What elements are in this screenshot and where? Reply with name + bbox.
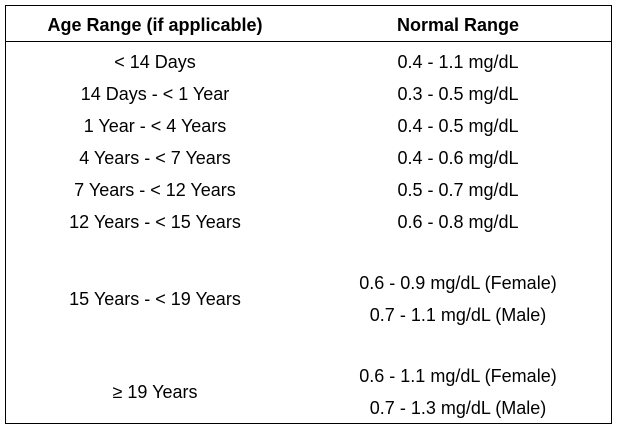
table-border — [5, 5, 612, 424]
range-cell: 0.7 - 1.3 mg/dL (Male) — [369, 398, 547, 418]
age-cell: 15 Years - < 19 Years — [69, 289, 241, 309]
age-cell: < 14 Days — [114, 52, 196, 72]
header-cell: Normal Range — [396, 15, 520, 35]
range-cell: 0.4 - 0.6 mg/dL — [397, 148, 519, 168]
age-cell: 7 Years - < 12 Years — [74, 180, 236, 200]
range-cell: 0.6 - 1.1 mg/dL (Female) — [359, 366, 557, 386]
header-rule — [5, 41, 612, 42]
range-cell: 0.4 - 0.5 mg/dL — [397, 116, 519, 136]
range-cell: 0.7 - 1.1 mg/dL (Male) — [369, 305, 547, 325]
header-cell: Age Range (if applicable) — [47, 15, 263, 35]
range-cell: 0.3 - 0.5 mg/dL — [397, 84, 519, 104]
range-cell: 0.6 - 0.8 mg/dL — [397, 212, 519, 232]
age-cell: ≥ 19 Years — [112, 382, 198, 402]
range-cell: 0.5 - 0.7 mg/dL — [397, 180, 519, 200]
range-cell: 0.4 - 1.1 mg/dL — [397, 52, 519, 72]
age-cell: 4 Years - < 7 Years — [79, 148, 231, 168]
age-cell: 12 Years - < 15 Years — [69, 212, 241, 232]
age-cell: 14 Days - < 1 Year — [80, 84, 230, 104]
age-cell: 1 Year - < 4 Years — [83, 116, 227, 136]
range-cell: 0.6 - 0.9 mg/dL (Female) — [359, 273, 557, 293]
